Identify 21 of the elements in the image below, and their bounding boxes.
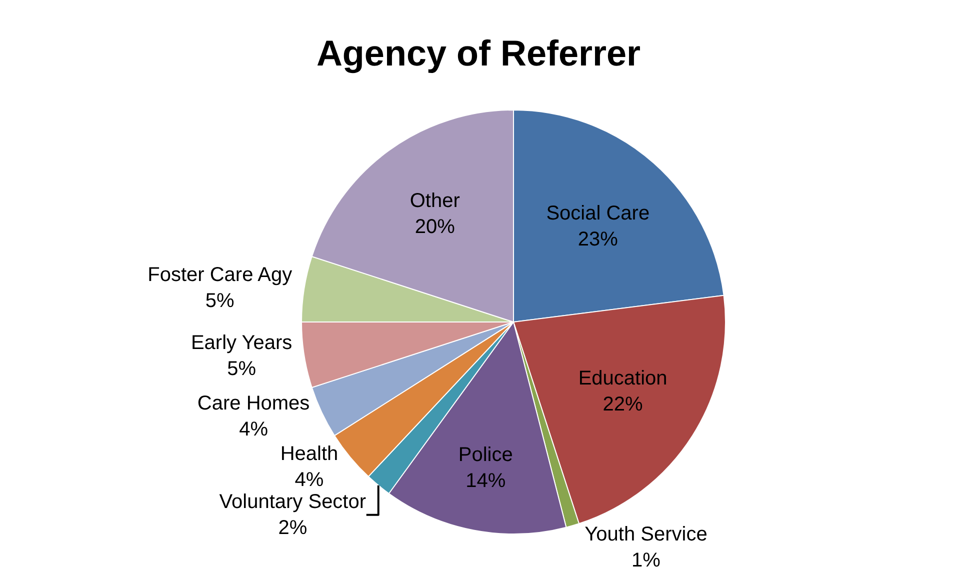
slice-label: Other: [410, 190, 460, 212]
slice-label: Youth Service: [584, 524, 708, 546]
slice-label: Early Years: [190, 332, 292, 354]
slice-label: Police: [458, 444, 513, 466]
slice-label: Foster Care Agy: [148, 264, 292, 286]
data-label: 14%: [466, 470, 506, 492]
slice-label: Care Homes: [197, 392, 310, 415]
data-label: 4%: [294, 468, 324, 491]
slice-label: Social Care: [546, 202, 650, 224]
data-label: 5%: [205, 290, 235, 312]
slice-label: Education: [578, 367, 668, 390]
slice-label: Voluntary Sector: [219, 490, 366, 513]
data-label: 20%: [414, 216, 456, 238]
data-label: 22%: [602, 393, 644, 416]
data-label: 2%: [278, 516, 308, 539]
chart-title: Agency of Referrer: [316, 32, 641, 74]
data-label: 4%: [239, 418, 268, 441]
data-label: 5%: [227, 358, 256, 380]
slice-label: Health: [280, 442, 338, 465]
data-label: 23%: [578, 228, 618, 250]
data-label: 1%: [632, 550, 661, 572]
